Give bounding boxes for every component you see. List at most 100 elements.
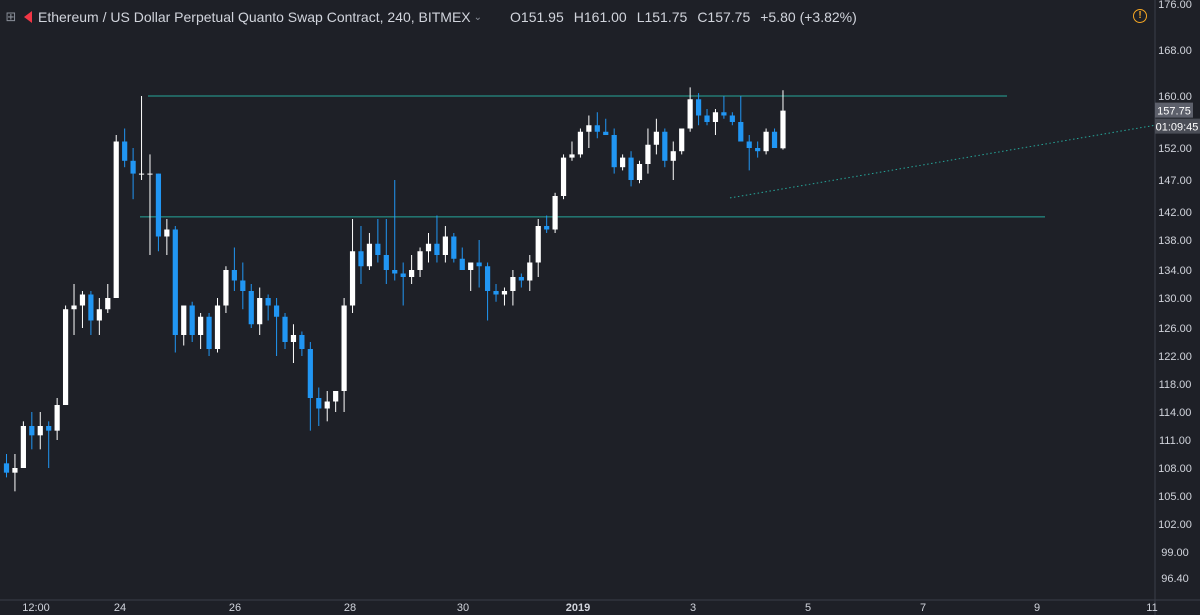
y-tick-label: 118.00 [1159,379,1192,391]
ohlc-change: +5.80 (+3.82%) [760,9,857,25]
candle-body [755,148,761,152]
ohlc-legend: O151.95 H161.00 L151.75 C157.75 +5.80 (+… [510,9,857,25]
candle-body [603,131,609,135]
countdown-label: 01:09:45 [1156,122,1199,134]
candle-body [392,270,398,274]
ohlc-open: O151.95 [510,9,564,25]
y-tick-label: 138.00 [1158,235,1192,247]
candle-body [434,243,440,255]
candle-body [375,243,381,255]
candle-body [37,426,43,436]
candle-body [569,154,575,158]
x-tick-label: 2019 [566,602,590,614]
y-tick-label: 122.00 [1158,351,1192,363]
candle-body [712,112,719,122]
candle-body [510,277,516,291]
y-tick-label: 111.00 [1159,435,1191,447]
alert-icon[interactable]: ! [1133,9,1147,23]
candle-body [71,305,77,310]
y-tick-label: 105.00 [1158,491,1192,503]
candle-body [299,335,305,349]
flag-icon[interactable] [24,11,32,23]
candle-body [738,122,744,142]
candle-body [12,468,18,473]
y-tick-label: 108.00 [1158,463,1192,475]
candle-body [248,291,254,325]
candle-body [366,243,373,267]
candle-body [383,255,389,270]
x-tick-label: 11 [1146,602,1157,614]
candle-body [704,115,710,122]
ohlc-low: L151.75 [636,9,688,25]
candle-body [231,270,237,281]
candle-body [577,131,584,155]
candle-body [594,125,600,132]
candle-body [501,291,508,295]
y-tick-label: 176.00 [1158,0,1192,11]
candle-body [442,236,448,255]
candle-body [79,294,86,306]
candle-body [653,131,659,145]
candle-body [54,405,60,431]
candle-body [679,128,685,152]
candle-body [324,401,330,409]
candle-body [552,196,558,230]
x-tick-label: 3 [690,602,696,614]
candle-body [518,277,524,281]
candle-body [780,110,786,149]
candle-body [105,298,111,310]
x-tick-label: 24 [114,602,126,614]
expand-icon[interactable]: ⊞ [5,9,17,24]
candle-body [20,426,26,468]
candle-body [611,135,617,168]
candle-body [113,141,119,298]
candle-body [257,298,263,325]
candle-body [729,115,735,122]
y-tick-label: 114.00 [1159,407,1192,419]
countdown-box [1155,118,1200,134]
chart-header: ⊞ Ethereum / US Dollar Perpetual Quanto … [0,0,857,34]
trendline [729,124,1156,199]
candle-body [172,229,178,335]
chevron-down-icon[interactable]: ⌄ [473,11,483,23]
candle-body [662,131,668,161]
candle-body [527,262,533,281]
candle-body [493,291,499,295]
symbol-title[interactable]: Ethereum / US Dollar Perpetual Quanto Sw… [38,9,471,25]
x-tick-label: 12:00 [22,602,50,614]
candle-body [645,144,651,164]
candle-body [290,335,297,342]
candle-body [155,173,162,237]
x-tick-label: 30 [457,602,469,614]
y-tick-label: 142.00 [1158,207,1192,219]
candle-body [122,141,128,161]
candle-body [476,262,482,267]
candle-body [29,426,35,436]
x-tick-label: 26 [229,602,241,614]
candle-body [451,236,457,259]
candle-body [273,305,280,317]
candle-body [130,160,136,174]
y-tick-label: 152.00 [1158,143,1192,155]
candle-body [459,258,465,270]
candle-body [535,226,541,263]
y-tick-label: 99.00 [1161,547,1189,559]
candle-body [164,229,170,237]
candle-body [198,316,204,335]
x-tick-label: 7 [920,602,926,614]
candle-body [417,251,423,270]
y-tick-label: 102.00 [1158,519,1192,531]
y-tick-label: 96.40 [1161,573,1189,585]
y-tick-label: 147.00 [1158,175,1192,187]
candle-body [670,151,676,161]
candle-body [636,164,643,180]
candle-body [214,305,221,349]
candle-body [484,266,491,291]
candle-body [62,309,69,405]
candle-body [341,305,347,391]
candle-body [628,157,634,180]
y-tick-label: 126.00 [1158,323,1192,335]
candle-body [544,226,550,230]
candle-body [307,349,313,398]
